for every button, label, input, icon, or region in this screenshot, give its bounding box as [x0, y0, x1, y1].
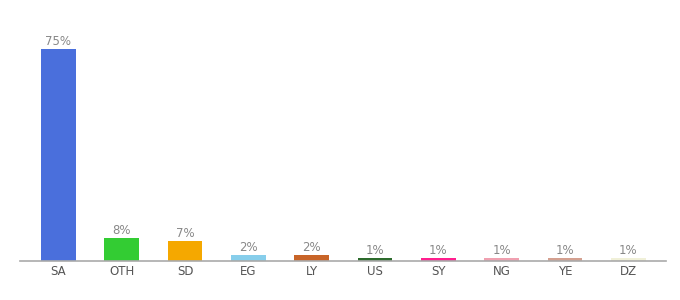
Text: 1%: 1% [429, 244, 447, 257]
Text: 8%: 8% [112, 224, 131, 237]
Bar [168, 241, 203, 261]
Text: 75%: 75% [46, 35, 71, 48]
Text: 1%: 1% [492, 244, 511, 257]
Text: 1%: 1% [366, 244, 384, 257]
Text: 7%: 7% [175, 227, 194, 240]
Bar [611, 258, 646, 261]
Text: 1%: 1% [619, 244, 638, 257]
Text: 2%: 2% [303, 241, 321, 254]
Bar [294, 255, 329, 261]
Bar [104, 238, 139, 261]
Bar [358, 258, 392, 261]
Bar [421, 258, 456, 261]
Text: 2%: 2% [239, 241, 258, 254]
Bar [231, 255, 266, 261]
Text: 1%: 1% [556, 244, 575, 257]
Bar [547, 258, 583, 261]
Bar [484, 258, 519, 261]
Bar [41, 49, 75, 261]
